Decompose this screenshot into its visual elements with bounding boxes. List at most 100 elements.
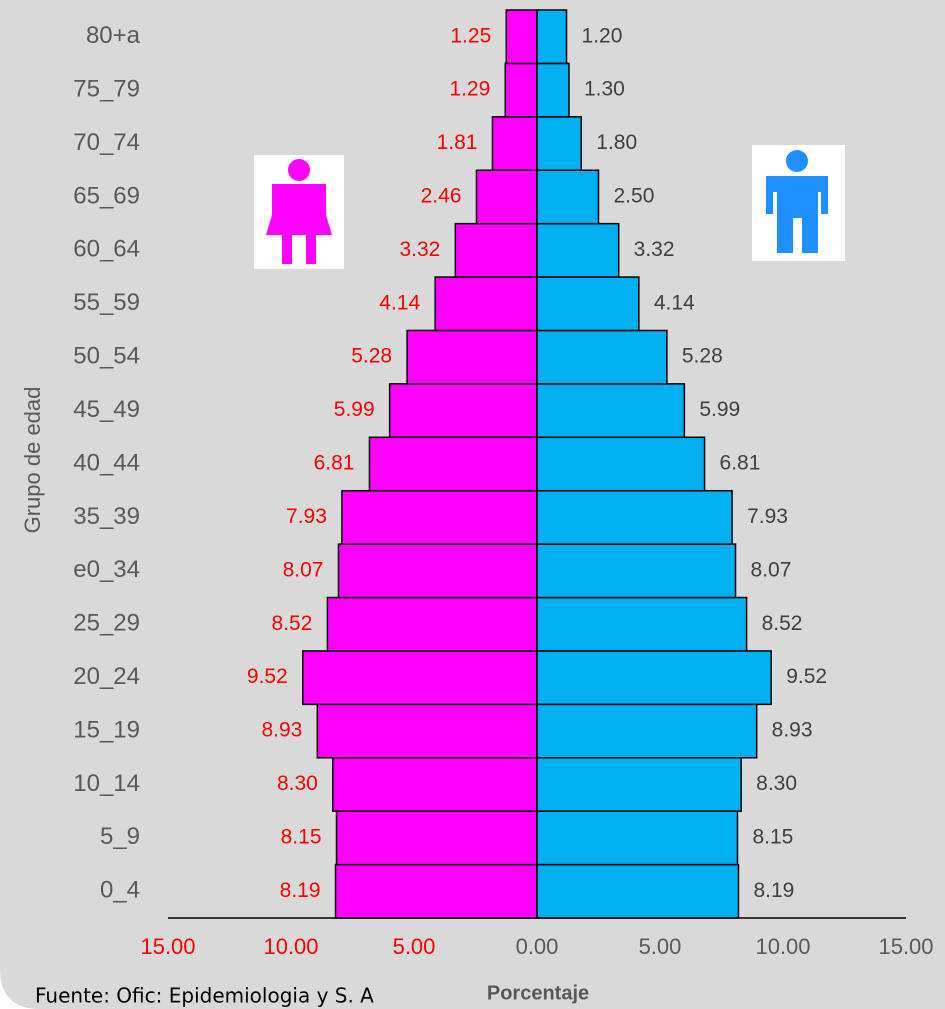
value-label: 2.46 (421, 184, 462, 207)
bar (536, 810, 739, 866)
x-tick-label: 5.00 (639, 934, 682, 959)
bar (504, 62, 538, 118)
y-tick-label: 70_74 (73, 129, 140, 156)
value-label: 8.93 (261, 719, 302, 742)
y-tick-label: 50_54 (73, 343, 140, 370)
male-icon (752, 145, 845, 261)
bar (536, 116, 583, 171)
value-label: 1.20 (582, 24, 623, 47)
bar (536, 222, 620, 278)
y-tick-label: 15_19 (73, 716, 140, 743)
value-label: 5.28 (351, 345, 392, 368)
bar (536, 543, 737, 599)
value-label: 8.19 (753, 879, 794, 902)
bar (388, 383, 538, 439)
x-axis-title: Porcentaje (487, 982, 589, 1004)
value-label: 3.32 (634, 238, 675, 261)
bar (454, 222, 538, 278)
value-label: 6.81 (720, 452, 761, 475)
bar (491, 116, 538, 171)
icon-body (766, 176, 828, 253)
bar (341, 489, 538, 545)
bar (302, 650, 538, 706)
value-label: 7.93 (747, 505, 788, 528)
bar (536, 276, 640, 332)
y-tick-label: e0_34 (73, 556, 140, 583)
bar (434, 276, 538, 332)
value-label: 8.52 (762, 612, 803, 635)
value-label: 5.99 (334, 398, 375, 421)
value-label: 2.50 (614, 184, 655, 207)
bar (475, 169, 538, 225)
value-label: 8.52 (272, 612, 313, 635)
value-label: 5.99 (699, 398, 740, 421)
x-tick-label: 15.00 (140, 934, 195, 959)
y-tick-label: 45_49 (73, 396, 140, 423)
bar (536, 596, 748, 652)
value-label: 9.52 (247, 665, 288, 688)
bar (536, 703, 758, 759)
value-label: 8.19 (280, 879, 321, 902)
bar (536, 489, 733, 545)
x-tick-label: 15.00 (878, 934, 933, 959)
bar (337, 543, 538, 599)
value-label: 7.93 (286, 505, 327, 528)
bar (406, 329, 538, 385)
bar (368, 436, 538, 492)
value-label: 1.30 (584, 78, 625, 101)
value-label: 8.15 (752, 825, 793, 848)
x-tick-label: 10.00 (263, 934, 318, 959)
y-tick-label: 75_79 (73, 75, 140, 102)
value-label: 3.32 (399, 238, 440, 261)
bar (332, 757, 538, 812)
bar (536, 650, 772, 706)
icon-head (786, 150, 808, 172)
y-axis-title: Grupo de edad (20, 387, 45, 534)
value-label: 4.14 (654, 291, 695, 314)
bar (334, 863, 538, 919)
value-label: 8.07 (283, 558, 324, 581)
bar (326, 596, 538, 652)
value-label: 8.30 (277, 772, 318, 795)
y-tick-label: 60_64 (73, 236, 140, 263)
female-icon (254, 155, 344, 269)
bar (316, 703, 538, 759)
bar (536, 169, 600, 225)
x-tick-label: 0.00 (516, 934, 559, 959)
icon-body (266, 184, 332, 264)
y-tick-label: 5_9 (100, 823, 140, 850)
value-label: 1.25 (450, 24, 491, 47)
value-label: 5.28 (682, 345, 723, 368)
value-label: 6.81 (314, 452, 355, 475)
icon-head (288, 159, 310, 181)
y-tick-label: 80+a (86, 22, 141, 49)
value-label: 1.81 (437, 131, 478, 154)
bar (536, 436, 706, 492)
value-label: 8.30 (756, 772, 797, 795)
bar (536, 863, 740, 919)
value-label: 1.29 (449, 78, 490, 101)
y-tick-label: 0_4 (100, 877, 140, 904)
y-tick-label: 25_29 (73, 610, 140, 637)
bar (536, 9, 568, 65)
y-tick-label: 10_14 (73, 770, 140, 797)
bar (536, 383, 686, 439)
y-tick-label: 55_59 (73, 289, 140, 316)
y-tick-label: 35_39 (73, 503, 140, 530)
value-label: 8.93 (772, 719, 813, 742)
value-label: 8.15 (281, 825, 322, 848)
value-label: 1.80 (596, 131, 637, 154)
bar (505, 9, 538, 65)
x-tick-label: 5.00 (393, 934, 436, 959)
value-label: 4.14 (379, 291, 420, 314)
bar (536, 62, 570, 118)
value-label: 9.52 (786, 665, 827, 688)
bar (335, 810, 538, 866)
x-tick-label: 10.00 (755, 934, 810, 959)
y-tick-label: 20_24 (73, 663, 140, 690)
y-tick-label: 40_44 (73, 449, 140, 476)
source-note: Fuente: Ofic: Epidemiologia y S. A (35, 984, 374, 1008)
bar (536, 757, 742, 812)
